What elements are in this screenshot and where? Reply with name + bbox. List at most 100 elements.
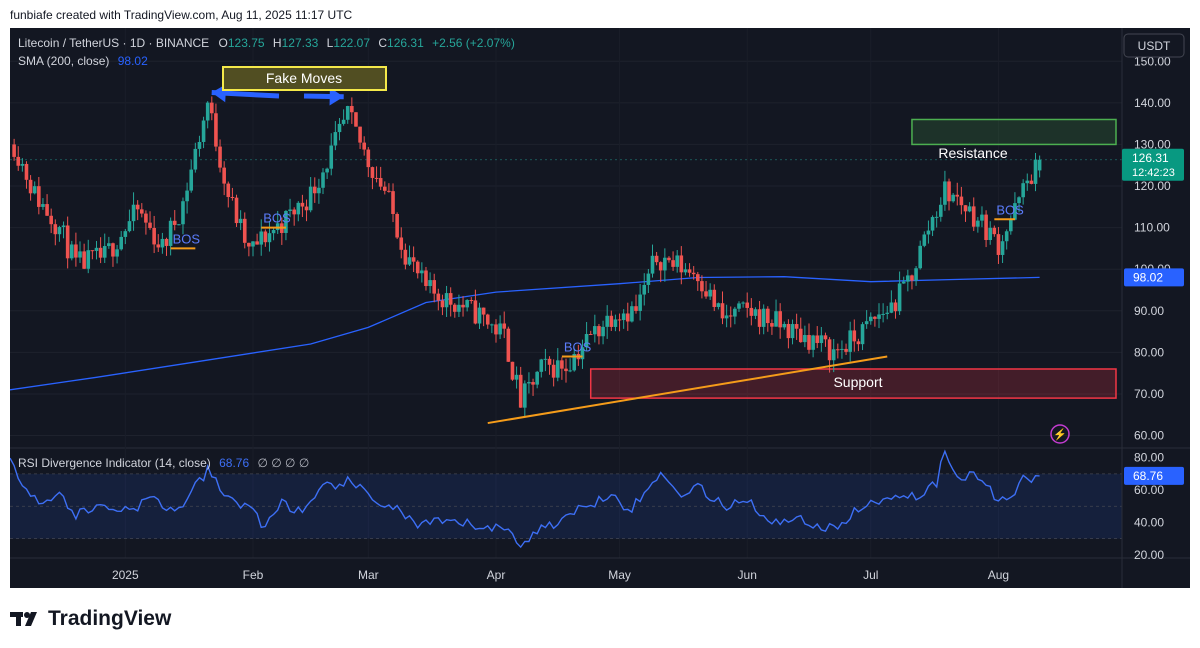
rsi-band bbox=[10, 473, 1122, 539]
candle-body bbox=[370, 167, 375, 178]
candle-body bbox=[205, 102, 210, 121]
candle-body bbox=[844, 348, 848, 352]
candle-body bbox=[148, 222, 152, 228]
low-label: L bbox=[327, 36, 334, 50]
candle-body bbox=[312, 186, 317, 194]
legend-line-ohlc: Litecoin / TetherUS · 1D · BINANCE O123.… bbox=[18, 36, 515, 50]
attribution-caption: funbiafe created with TradingView.com, A… bbox=[10, 8, 353, 22]
candle-body bbox=[185, 190, 189, 202]
candle-body bbox=[288, 209, 292, 211]
candle-body bbox=[16, 156, 21, 166]
price-tick-label: 80.00 bbox=[1134, 345, 1164, 359]
candle-body bbox=[687, 269, 692, 273]
close-value: 126.31 bbox=[387, 36, 424, 50]
candle-body bbox=[469, 300, 474, 302]
candle-body bbox=[366, 149, 371, 168]
candle-body bbox=[877, 314, 881, 319]
low-value: 122.07 bbox=[333, 36, 370, 50]
candle-body bbox=[527, 382, 531, 384]
candle-body bbox=[263, 231, 268, 243]
support-label: Support bbox=[833, 374, 882, 390]
candle-body bbox=[317, 187, 321, 194]
candle-body bbox=[271, 230, 276, 234]
candle-body bbox=[510, 361, 515, 380]
candle-body bbox=[848, 330, 852, 352]
lightning-icon[interactable] bbox=[1050, 424, 1070, 444]
candle-body bbox=[716, 303, 721, 307]
candle-body bbox=[955, 194, 960, 197]
support-trendline bbox=[487, 355, 888, 425]
candle-body bbox=[959, 196, 964, 206]
candle-body bbox=[951, 194, 955, 202]
candle-body bbox=[226, 183, 231, 197]
candle-body bbox=[127, 221, 132, 232]
candle-body bbox=[135, 204, 140, 210]
candle-body bbox=[448, 293, 453, 305]
price-tick-label: 140.00 bbox=[1134, 96, 1171, 110]
candle-body bbox=[770, 323, 774, 327]
candle-body bbox=[1004, 231, 1009, 242]
candle-body bbox=[395, 213, 399, 238]
candle-body bbox=[976, 220, 980, 227]
time-tick-label: Apr bbox=[487, 568, 506, 582]
candle-body bbox=[123, 231, 128, 237]
rsi-tick-label: 40.00 bbox=[1134, 515, 1164, 529]
change-value: +2.56 (+2.07%) bbox=[432, 36, 515, 50]
sma-legend-value: 98.02 bbox=[118, 54, 148, 68]
candle-body bbox=[242, 218, 247, 243]
time-tick-label: Mar bbox=[358, 568, 379, 582]
candle-body bbox=[490, 324, 494, 326]
candle-body bbox=[481, 307, 486, 315]
bos-label: BOS bbox=[996, 202, 1024, 217]
candle-body bbox=[193, 148, 198, 170]
candle-body bbox=[555, 360, 560, 378]
time-tick-label: Feb bbox=[243, 568, 264, 582]
candle-body bbox=[74, 244, 78, 258]
candle-body bbox=[938, 204, 943, 217]
candle-body bbox=[963, 205, 968, 212]
candle-body bbox=[358, 126, 362, 143]
candle-body bbox=[197, 141, 202, 149]
close-label: C bbox=[378, 36, 387, 50]
candle-body bbox=[580, 347, 585, 360]
candle-body bbox=[708, 289, 712, 297]
candle-body bbox=[613, 319, 618, 327]
currency-button[interactable] bbox=[1123, 33, 1185, 58]
candle-body bbox=[630, 306, 634, 322]
candle-body bbox=[901, 281, 906, 284]
candle-body bbox=[37, 186, 41, 207]
sma-badge: 98.02 bbox=[1124, 268, 1184, 287]
footer-brand[interactable]: TradingView bbox=[48, 607, 172, 630]
price-tick-label: 130.00 bbox=[1134, 137, 1171, 151]
candle-body bbox=[679, 255, 684, 273]
rsi-legend-label: RSI Divergence Indicator (14, close) bbox=[18, 456, 211, 470]
candle-body bbox=[255, 241, 259, 245]
candle-body bbox=[539, 359, 544, 372]
candle-body bbox=[214, 113, 218, 147]
candle-body bbox=[177, 224, 181, 226]
candle-body bbox=[778, 311, 782, 328]
candle-body bbox=[477, 307, 482, 324]
candle-body bbox=[20, 163, 25, 166]
candle-body bbox=[873, 316, 877, 319]
candle-body bbox=[387, 190, 391, 192]
candle-body bbox=[65, 225, 70, 259]
support-zone bbox=[589, 368, 1117, 399]
chart-canvas[interactable]: BOS BOS BOS BOS 60.0070.0080.0090.00100.001… bbox=[10, 28, 1190, 588]
candle-body bbox=[724, 315, 729, 319]
candle-body bbox=[259, 231, 264, 245]
candle-body bbox=[864, 321, 869, 325]
candle-body bbox=[465, 300, 469, 308]
candle-body bbox=[650, 255, 655, 274]
candle-body bbox=[836, 349, 840, 351]
candle-body bbox=[761, 308, 766, 327]
candle-body bbox=[695, 274, 700, 282]
candle-body bbox=[988, 227, 993, 240]
candle-body bbox=[551, 364, 556, 378]
candle-body bbox=[230, 196, 235, 198]
candle-body bbox=[345, 106, 350, 120]
candle-body bbox=[49, 215, 53, 225]
candle-body bbox=[815, 335, 820, 344]
candle-body bbox=[461, 304, 465, 308]
